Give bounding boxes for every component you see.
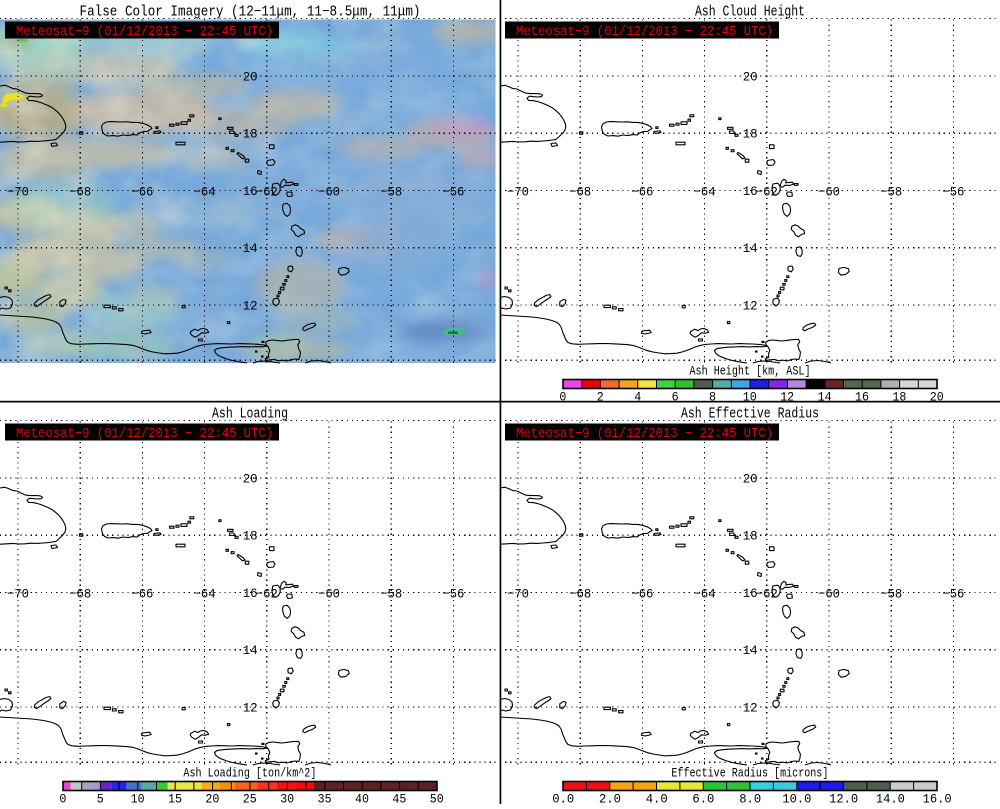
svg-text:0.0: 0.0 [552, 792, 574, 805]
svg-text:30: 30 [280, 792, 294, 805]
svg-text:10: 10 [743, 390, 757, 405]
svg-text:40: 40 [355, 792, 369, 805]
svg-text:12.0: 12.0 [829, 792, 858, 805]
svg-text:4: 4 [634, 390, 641, 405]
svg-text:14: 14 [818, 390, 832, 405]
svg-text:20: 20 [930, 390, 944, 405]
svg-text:10: 10 [131, 792, 145, 805]
svg-text:8.0: 8.0 [739, 792, 761, 805]
svg-text:10.0: 10.0 [782, 792, 811, 805]
svg-text:16.0: 16.0 [923, 792, 952, 805]
svg-text:Meteosat−9 (01/12/2013 − 22:4: Meteosat−9 (01/12/2013 − 22:45 UTC) [16, 427, 273, 442]
svg-text:Meteosat−9 (01/12/2013 − 22:4: Meteosat−9 (01/12/2013 − 22:45 UTC) [516, 427, 773, 442]
svg-text:15: 15 [168, 792, 182, 805]
svg-text:0: 0 [559, 390, 566, 405]
svg-text:18: 18 [892, 390, 906, 405]
svg-text:25: 25 [243, 792, 257, 805]
svg-text:6: 6 [672, 390, 679, 405]
svg-text:2: 2 [597, 390, 604, 405]
svg-text:4.0: 4.0 [646, 792, 668, 805]
svg-text:16: 16 [855, 390, 869, 405]
svg-text:8: 8 [709, 390, 716, 405]
svg-text:2.0: 2.0 [599, 792, 621, 805]
svg-text:Meteosat−9 (01/12/2013 − 22:4: Meteosat−9 (01/12/2013 − 22:45 UTC) [516, 25, 773, 40]
svg-text:Meteosat−9 (01/12/2013 − 22:4: Meteosat−9 (01/12/2013 − 22:45 UTC) [16, 25, 273, 40]
svg-text:6.0: 6.0 [692, 792, 714, 805]
svg-text:20: 20 [205, 792, 219, 805]
svg-text:35: 35 [318, 792, 332, 805]
svg-text:0: 0 [59, 792, 66, 805]
svg-text:50: 50 [430, 792, 444, 805]
svg-text:12: 12 [780, 390, 794, 405]
svg-text:Ash Effective Radius: Ash Effective Radius [681, 406, 819, 422]
svg-text:14.0: 14.0 [876, 792, 905, 805]
svg-text:5: 5 [97, 792, 104, 805]
svg-text:Effective Radius [microns]: Effective Radius [microns] [671, 767, 828, 781]
svg-text:Ash Loading: Ash Loading [212, 406, 288, 422]
svg-text:Ash Height [km, ASL]: Ash Height [km, ASL] [690, 365, 811, 379]
svg-text:False Color Imagery (12−11μm,: False Color Imagery (12−11μm, 11−8.5μm, … [80, 4, 421, 20]
svg-text:Ash Cloud Height: Ash Cloud Height [695, 4, 805, 20]
svg-text:Ash Loading [ton/km^2]: Ash Loading [ton/km^2] [183, 767, 316, 781]
svg-text:45: 45 [392, 792, 406, 805]
